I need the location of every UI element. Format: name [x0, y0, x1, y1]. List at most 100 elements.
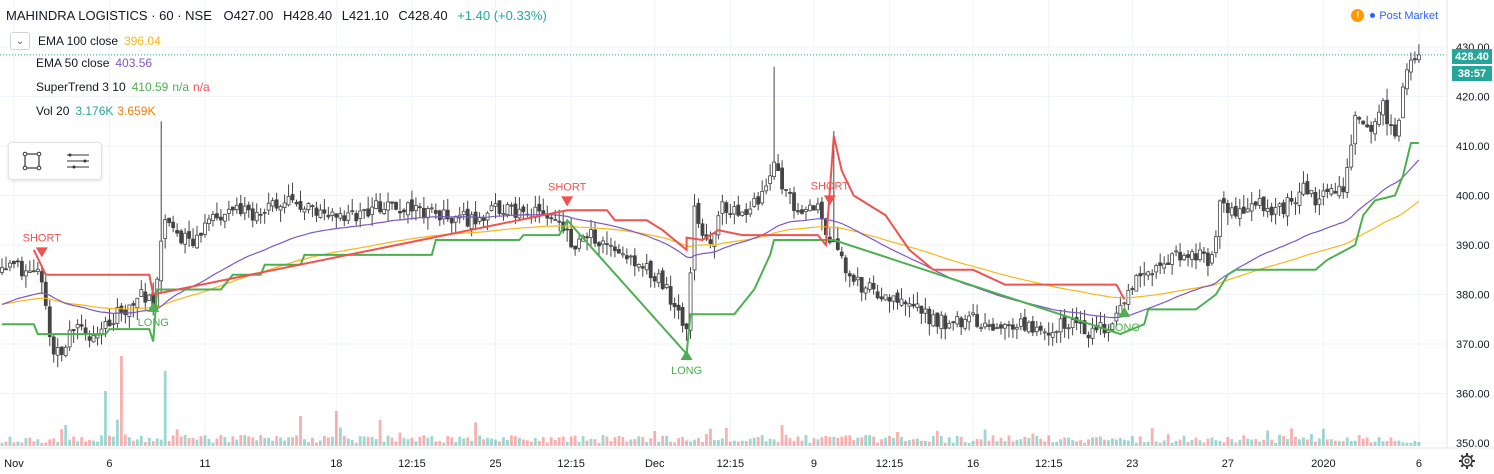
candle-body: [0, 267, 4, 273]
indicator-row[interactable]: Vol 20 3.176K 3.659K: [36, 104, 159, 118]
candle-body: [278, 206, 283, 211]
candle-body: [1237, 208, 1242, 219]
candle-body: [1182, 254, 1186, 261]
volume-bar: [378, 419, 382, 446]
candle-body: [851, 274, 856, 282]
time-tick-label: Nov: [4, 458, 24, 470]
candle-body: [429, 207, 434, 210]
volume-bar: [370, 436, 374, 446]
candle-body: [91, 334, 96, 343]
candle-body: [226, 208, 231, 214]
collapse-chevron-icon[interactable]: ⌄: [10, 32, 30, 50]
candle-body: [425, 208, 430, 219]
volume-bar: [947, 437, 951, 446]
volume-bar: [502, 437, 505, 446]
candle-body: [808, 204, 812, 212]
candle-body: [907, 303, 912, 307]
volume-bar: [1401, 442, 1405, 446]
volume-bar: [346, 438, 350, 446]
volume-bar: [354, 442, 358, 446]
volume-bar: [681, 436, 684, 446]
signal-markers: SHORT LONG SHORT LONG SHORT LONG: [23, 180, 1140, 377]
volume-bar: [1282, 436, 1285, 446]
candle-body: [366, 208, 371, 217]
candle-body: [728, 213, 733, 216]
candle-body: [585, 236, 589, 239]
volume-bar: [916, 438, 919, 446]
volume-bar: [127, 437, 131, 446]
volume-bar: [673, 442, 677, 446]
indicator-name: EMA 50 close: [36, 56, 110, 70]
volume-bar: [390, 437, 394, 446]
volume-bar: [470, 440, 474, 446]
candle-body: [1341, 186, 1346, 193]
candle-body: [816, 203, 820, 211]
volume-bar: [474, 422, 478, 446]
candle-body: [187, 231, 191, 239]
volume-bar: [283, 440, 286, 446]
volume-bar: [1393, 440, 1397, 446]
candle-body: [748, 208, 753, 215]
volume-bar: [740, 440, 744, 446]
volume-bar: [569, 436, 573, 446]
indicator-row[interactable]: ⌄ EMA 100 close 396.04: [10, 32, 165, 50]
symbol-title[interactable]: MAHINDRA LOGISTICS · 60 · NSE: [6, 8, 212, 23]
candle-body: [362, 209, 367, 211]
volume-bar: [724, 427, 728, 446]
indicator-row[interactable]: EMA 50 close 403.56: [36, 56, 156, 70]
candle-body: [919, 305, 924, 314]
rectangle-tool-button[interactable]: [12, 146, 52, 176]
volume-bar: [975, 439, 979, 446]
volume-bar: [744, 440, 748, 446]
volume-bar: [1369, 442, 1373, 446]
candle-body: [8, 262, 12, 268]
volume-bar: [1373, 441, 1377, 446]
candle-body: [410, 199, 414, 212]
candle-body: [27, 270, 32, 273]
price-tick-label: 410.00: [1456, 141, 1490, 153]
volume-bar: [171, 435, 175, 446]
volume-bar: [112, 436, 115, 446]
volume-bar: [565, 441, 569, 446]
time-tick-label: 12:15: [557, 458, 585, 470]
list-lines-icon: [67, 153, 89, 169]
volume-bar: [406, 439, 410, 446]
candle-body: [796, 210, 800, 213]
volume-bar: [1325, 439, 1329, 446]
candle-body: [744, 209, 749, 215]
indicator-row[interactable]: SuperTrend 3 10 410.59 n/a n/a: [36, 80, 214, 94]
market-status[interactable]: ! Post Market: [1351, 9, 1438, 22]
volume-bar: [768, 438, 772, 446]
candle-body: [1038, 325, 1043, 331]
candle-body: [1007, 324, 1011, 327]
volume-bar: [72, 436, 76, 446]
candle-body: [266, 202, 271, 211]
long-signal-label: LONG: [1109, 322, 1140, 334]
volume-bar: [183, 435, 187, 446]
volume-bar: [147, 437, 151, 446]
volume-bar: [613, 437, 617, 446]
volume-bar: [68, 439, 72, 446]
settings-lines-button[interactable]: [58, 146, 98, 176]
volume-bar: [131, 440, 135, 446]
volume-bar: [868, 435, 872, 446]
high-value: H428.40: [283, 8, 333, 23]
candle-body: [1305, 181, 1310, 195]
volume-bar: [1365, 437, 1369, 446]
candle-body: [230, 206, 235, 211]
candle-body: [433, 210, 438, 214]
candle-body: [1134, 275, 1139, 292]
time-tick-label: 27: [1222, 458, 1234, 470]
candle-body: [517, 208, 522, 219]
volume-bar: [187, 438, 191, 446]
volume-bar: [557, 437, 561, 446]
candle-body: [847, 273, 852, 277]
volume-bar: [537, 440, 541, 446]
gear-icon[interactable]: [1458, 452, 1476, 470]
volume-bar: [1162, 440, 1166, 446]
ohlc-values: O427.00 H428.40 L421.10 C428.40 +1.40 (+…: [224, 8, 553, 23]
volume-bar: [1059, 439, 1063, 446]
volume-bar: [919, 440, 923, 446]
volume-bars: [0, 356, 1421, 446]
